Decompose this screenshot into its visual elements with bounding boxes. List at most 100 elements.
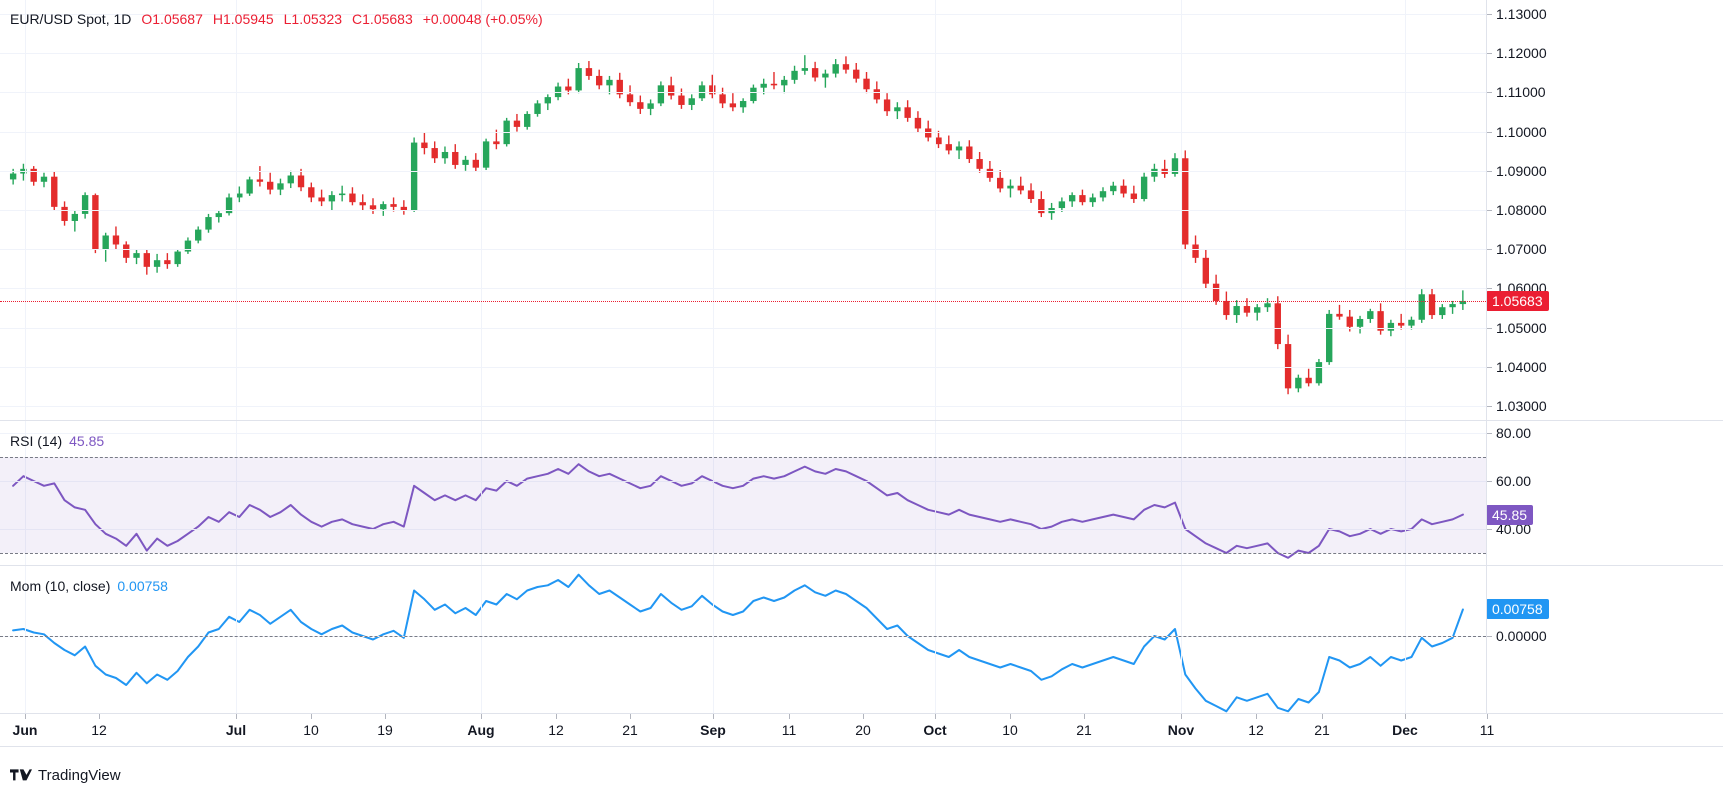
time-axis-label: 21: [622, 722, 638, 738]
open-value: 1.05687: [152, 11, 203, 27]
gridline: [0, 53, 1486, 54]
gridline-vertical: [713, 566, 714, 713]
gridline: [0, 328, 1486, 329]
gridline-vertical: [481, 421, 482, 565]
momentum-axis[interactable]: 0.00000 0.00758: [1486, 566, 1723, 713]
price-axis[interactable]: 1.13000 1.12000 1.11000 1.10000 1.09000 1.080…: [1486, 0, 1723, 420]
momentum-legend[interactable]: Mom (10, close) 0.00758: [10, 578, 168, 594]
momentum-title: Mom (10, close): [10, 578, 111, 594]
momentum-pane[interactable]: Mom (10, close) 0.00758: [0, 566, 1486, 713]
gridline-vertical: [25, 0, 26, 420]
axis-divider: [1486, 0, 1487, 713]
tradingview-brand-label: TradingView: [38, 766, 121, 784]
axis-tick: [1486, 132, 1492, 133]
time-axis-tick: [1487, 714, 1488, 719]
momentum-value-badge[interactable]: 0.00758: [1486, 599, 1549, 619]
gridline-vertical: [1405, 566, 1406, 713]
price-pane[interactable]: [0, 0, 1486, 420]
low-label: L: [283, 11, 292, 27]
time-axis-label: 20: [855, 722, 871, 738]
chart-legend-ohlc[interactable]: EUR/USD Spot, 1D O1.05687 H1.05945 L1.05323…: [10, 11, 543, 27]
tradingview-logo[interactable]: TradingView: [10, 767, 121, 784]
rsi-lower-band-line: [0, 553, 1486, 554]
gridline: [0, 14, 1486, 15]
close-label: C: [352, 11, 363, 27]
gridline-vertical: [1405, 0, 1406, 420]
gridline-vertical: [935, 0, 936, 420]
time-axis-label: 21: [1314, 722, 1330, 738]
time-axis-label: 21: [1076, 722, 1092, 738]
gridline-vertical: [1181, 566, 1182, 713]
gridline: [0, 92, 1486, 93]
axis-tick: [1486, 53, 1492, 54]
time-axis-tick: [1084, 714, 1085, 719]
axis-tick: [1486, 636, 1492, 637]
price-axis-label: 1.13000: [1496, 6, 1547, 22]
gridline: [0, 249, 1486, 250]
rsi-title: RSI (14): [10, 433, 63, 449]
symbol-label[interactable]: EUR/USD Spot, 1D: [10, 11, 132, 27]
time-axis-tick: [25, 714, 26, 719]
high-label: H: [212, 11, 223, 27]
price-axis-label: 1.03000: [1496, 398, 1547, 414]
rsi-legend[interactable]: RSI (14) 45.85: [10, 433, 104, 449]
time-axis-tick: [1322, 714, 1323, 719]
time-axis-label: Dec: [1392, 722, 1418, 738]
gridline-vertical: [236, 0, 237, 420]
low-value: 1.05323: [291, 11, 343, 27]
time-axis-label: 10: [1002, 722, 1018, 738]
time-axis-tick: [236, 714, 237, 719]
price-axis-label: 1.09000: [1496, 163, 1547, 179]
tradingview-mark-icon: [10, 768, 32, 780]
time-axis-tick: [789, 714, 790, 719]
gridline: [0, 406, 1486, 407]
time-axis-label: Nov: [1167, 722, 1195, 738]
gridline-vertical: [713, 0, 714, 420]
change-value: +0.00048 (+0.05%): [422, 11, 543, 27]
open-label: O: [141, 11, 153, 27]
axis-tick: [1486, 328, 1492, 329]
momentum-value: 0.00758: [117, 578, 168, 594]
gridline-vertical: [1181, 0, 1182, 420]
time-axis-label: Aug: [467, 722, 495, 738]
gridline-vertical: [935, 421, 936, 565]
pane-separator-2[interactable]: [0, 565, 1723, 566]
price-axis-label: 1.07000: [1496, 241, 1547, 257]
price-axis-label: 1.10000: [1496, 124, 1547, 140]
gridline-vertical: [236, 421, 237, 565]
time-axis-label: 11: [781, 722, 797, 738]
axis-tick: [1486, 249, 1492, 250]
time-axis[interactable]: Jun 12 Jul 10 19 Aug 12 21 Sep 11 20 Oct 10 21 Nov 12 21…: [0, 713, 1723, 746]
time-axis-label: Sep: [700, 722, 726, 738]
rsi-value-badge[interactable]: 45.85: [1486, 505, 1534, 525]
current-price-badge[interactable]: 1.05683: [1486, 291, 1549, 311]
time-axis-tick: [863, 714, 864, 719]
rsi-pane[interactable]: RSI (14) 45.85: [0, 421, 1486, 565]
rsi-line-series: [12, 463, 1464, 559]
rsi-axis[interactable]: 80.00 60.00 40.00 45.85: [1486, 421, 1723, 565]
gridline-vertical: [1181, 421, 1182, 565]
rsi-axis-label: 60.00: [1496, 473, 1532, 489]
axis-tick: [1486, 14, 1492, 15]
time-axis-label: 11: [1479, 722, 1495, 738]
candlestick-series: [9, 55, 1467, 395]
axis-tick: [1486, 92, 1492, 93]
price-axis-label: 1.08000: [1496, 202, 1547, 218]
axis-tick: [1486, 210, 1492, 211]
momentum-axis-label: 0.00000: [1496, 628, 1547, 644]
pane-separator-1[interactable]: [0, 420, 1723, 421]
momentum-zero-line: [0, 636, 1486, 637]
gridline-vertical: [25, 421, 26, 565]
close-value: 1.05683: [362, 11, 413, 27]
high-value: 1.05945: [223, 11, 274, 27]
time-axis-tick: [630, 714, 631, 719]
time-axis-tick: [481, 714, 482, 719]
gridline: [0, 367, 1486, 368]
momentum-line-series: [12, 573, 1464, 713]
time-axis-tick: [1256, 714, 1257, 719]
time-axis-label: 12: [1248, 722, 1264, 738]
rsi-value: 45.85: [69, 433, 105, 449]
gridline: [0, 481, 1486, 482]
time-axis-label: 10: [303, 722, 319, 738]
axis-tick: [1486, 406, 1492, 407]
